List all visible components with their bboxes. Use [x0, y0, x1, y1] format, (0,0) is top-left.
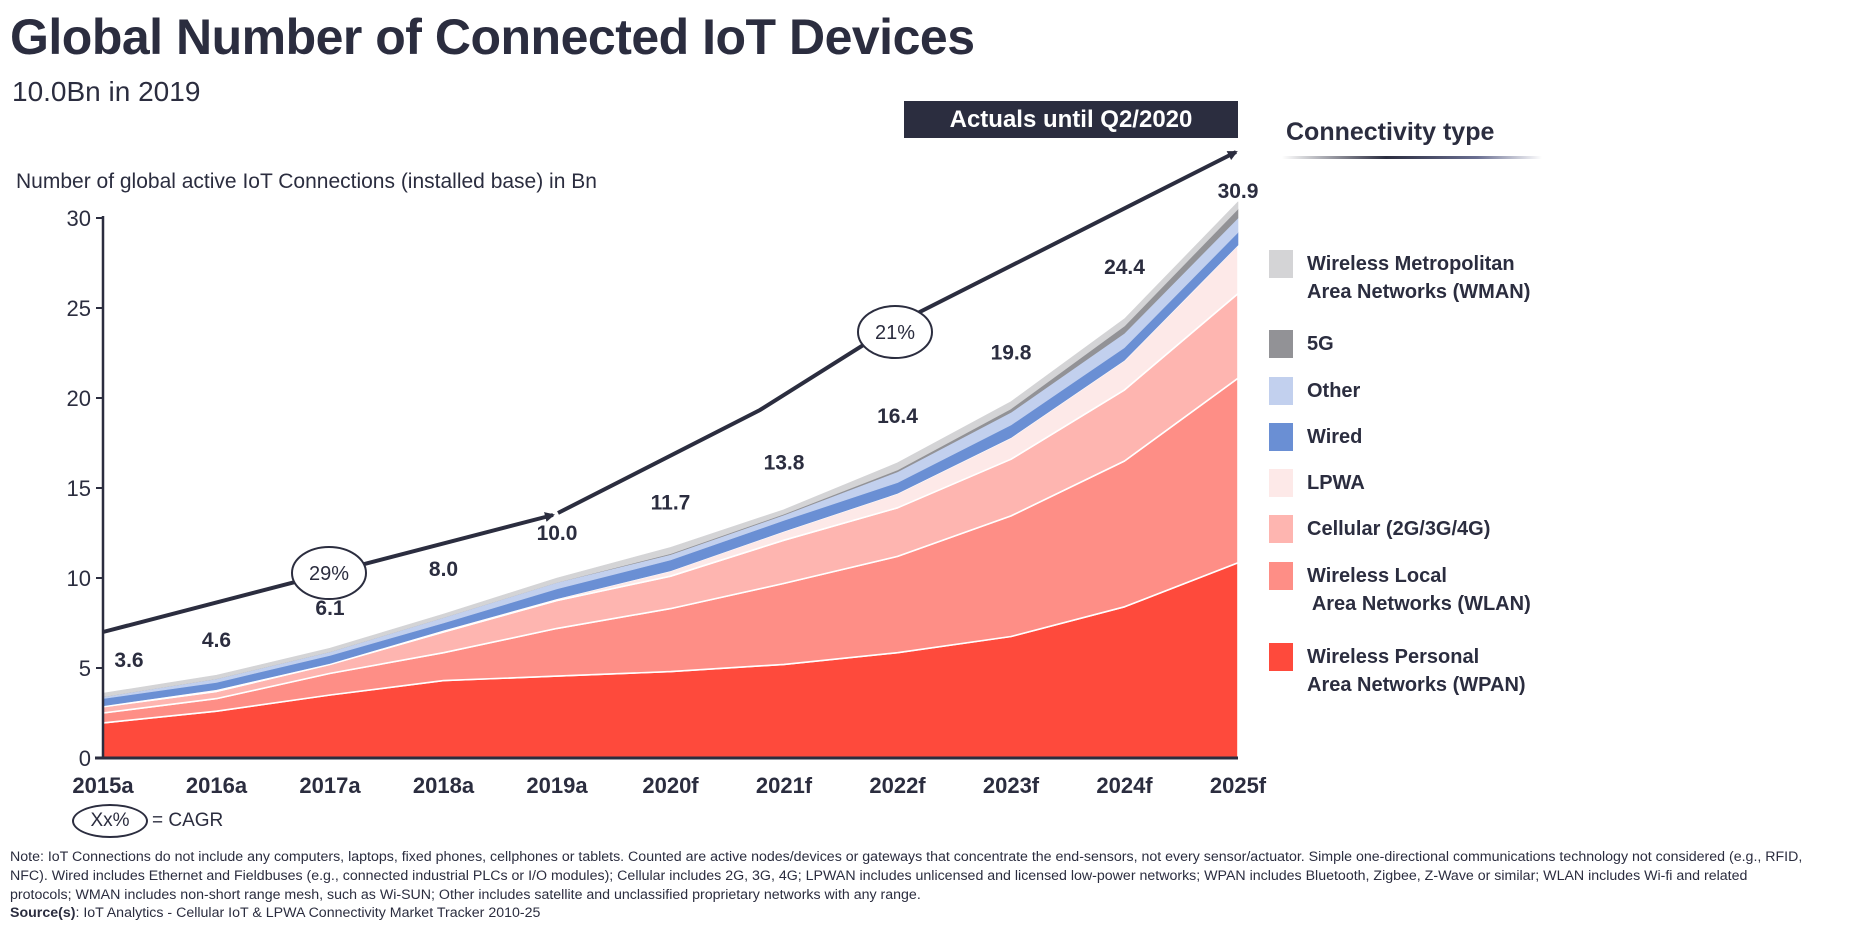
legend-divider: [1282, 156, 1542, 159]
source-label: Source(s): [10, 905, 76, 921]
legend-item-other: Other: [1269, 377, 1360, 405]
legend-swatch: [1269, 330, 1293, 358]
y-tick-label: 10: [67, 566, 91, 591]
legend-label: 5G: [1307, 333, 1334, 355]
total-label: 8.0: [429, 558, 458, 581]
y-tick-label: 25: [67, 296, 91, 321]
legend-item-wlan: Wireless Local Area Networks (WLAN): [1269, 562, 1531, 618]
legend-label: Cellular (2G/3G/4G): [1307, 518, 1491, 540]
legend-label: LPWA: [1307, 472, 1365, 494]
legend-swatch: [1269, 423, 1293, 451]
legend-swatch: [1269, 562, 1293, 590]
actuals-badge: Actuals until Q2/2020: [904, 101, 1238, 138]
total-label: 11.7: [651, 491, 691, 514]
y-tick-label: 15: [67, 476, 91, 501]
x-tick-label: 2022f: [869, 773, 926, 798]
y-tick-label: 20: [67, 386, 91, 411]
footnote: Note: IoT Connections do not include any…: [10, 849, 1803, 903]
x-tick-label: 2025f: [1210, 773, 1267, 798]
legend-label: Wireless Local Area Networks (WLAN): [1307, 565, 1531, 615]
legend-swatch: [1269, 250, 1293, 278]
x-tick-label: 2021f: [756, 773, 813, 798]
y-tick-label: 5: [79, 656, 91, 681]
total-label: 10.0: [537, 522, 578, 545]
cagr-key-oval: Xx%: [72, 804, 148, 838]
total-label: 13.8: [764, 452, 805, 475]
x-tick-label: 2024f: [1096, 773, 1153, 798]
y-axis-label: Number of global active IoT Connections …: [16, 170, 597, 193]
area-wman: [102, 201, 1239, 698]
legend-label: Wireless Personal Area Networks (WPAN): [1307, 646, 1526, 696]
x-tick-label: 2016a: [186, 773, 248, 798]
cagr-oval: [291, 546, 367, 600]
x-tick-label: 2017a: [299, 773, 361, 798]
total-label: 6.1: [315, 597, 345, 620]
cagr-oval: [857, 305, 933, 359]
legend-swatch: [1269, 469, 1293, 497]
total-label: 16.4: [877, 405, 918, 428]
cagr-key-text: = CAGR: [152, 810, 224, 831]
cagr-key: Xx% = CAGR: [72, 804, 223, 838]
y-tick-label: 0: [79, 746, 91, 771]
chart-subtitle: 10.0Bn in 2019: [12, 76, 201, 107]
source-line: Source(s): IoT Analytics - Cellular IoT …: [10, 905, 540, 921]
legend-item-wman: Wireless Metropolitan Area Networks (WMA…: [1269, 250, 1530, 306]
x-tick-label: 2023f: [983, 773, 1040, 798]
legend-label: Wireless Metropolitan Area Networks (WMA…: [1307, 253, 1531, 303]
total-label: 19.8: [991, 342, 1032, 365]
legend-swatch: [1269, 377, 1293, 405]
y-tick-label: 30: [67, 206, 91, 231]
total-label: 4.6: [202, 629, 231, 652]
legend-item-wired: Wired: [1269, 423, 1362, 451]
legend-item-wpan: Wireless Personal Area Networks (WPAN): [1269, 643, 1526, 699]
legend-item-g5: 5G: [1269, 330, 1334, 358]
axes: 0 5 10 15 20 25 30 2015a 2016a 2017a 2018a 2019a 202…: [67, 206, 1267, 798]
x-tick-label: 2019a: [526, 773, 588, 798]
source-text: : IoT Analytics - Cellular IoT & LPWA Co…: [75, 905, 541, 921]
total-label: 3.6: [114, 649, 143, 672]
cagr-label: 29%: [309, 563, 349, 585]
legend-item-lpwa: LPWA: [1269, 469, 1365, 497]
x-tick-label: 2015a: [72, 773, 134, 798]
cagr-arrow-2: [557, 150, 1238, 515]
chart-title: Global Number of Connected IoT Devices: [10, 9, 975, 65]
stacked-areas: [102, 201, 1239, 759]
legend-item-cellular: Cellular (2G/3G/4G): [1269, 515, 1490, 543]
x-tick-label: 2018a: [413, 773, 475, 798]
legend-label: Wired: [1307, 426, 1363, 448]
x-tick-label: 2020f: [642, 773, 699, 798]
legend-swatch: [1269, 643, 1293, 671]
legend-title: Connectivity type: [1286, 118, 1495, 146]
legend-swatch: [1269, 515, 1293, 543]
legend-label: Other: [1307, 380, 1361, 402]
cagr-label: 21%: [875, 322, 915, 344]
cagr-arrows: 29% 21%: [102, 150, 1238, 634]
total-labels: 3.6 4.6 6.1 8.0 10.0 11.7 13.8 16.4 19.8 24.4 30.9: [114, 180, 1258, 672]
total-label: 30.9: [1218, 180, 1259, 203]
total-label: 24.4: [1104, 256, 1145, 279]
